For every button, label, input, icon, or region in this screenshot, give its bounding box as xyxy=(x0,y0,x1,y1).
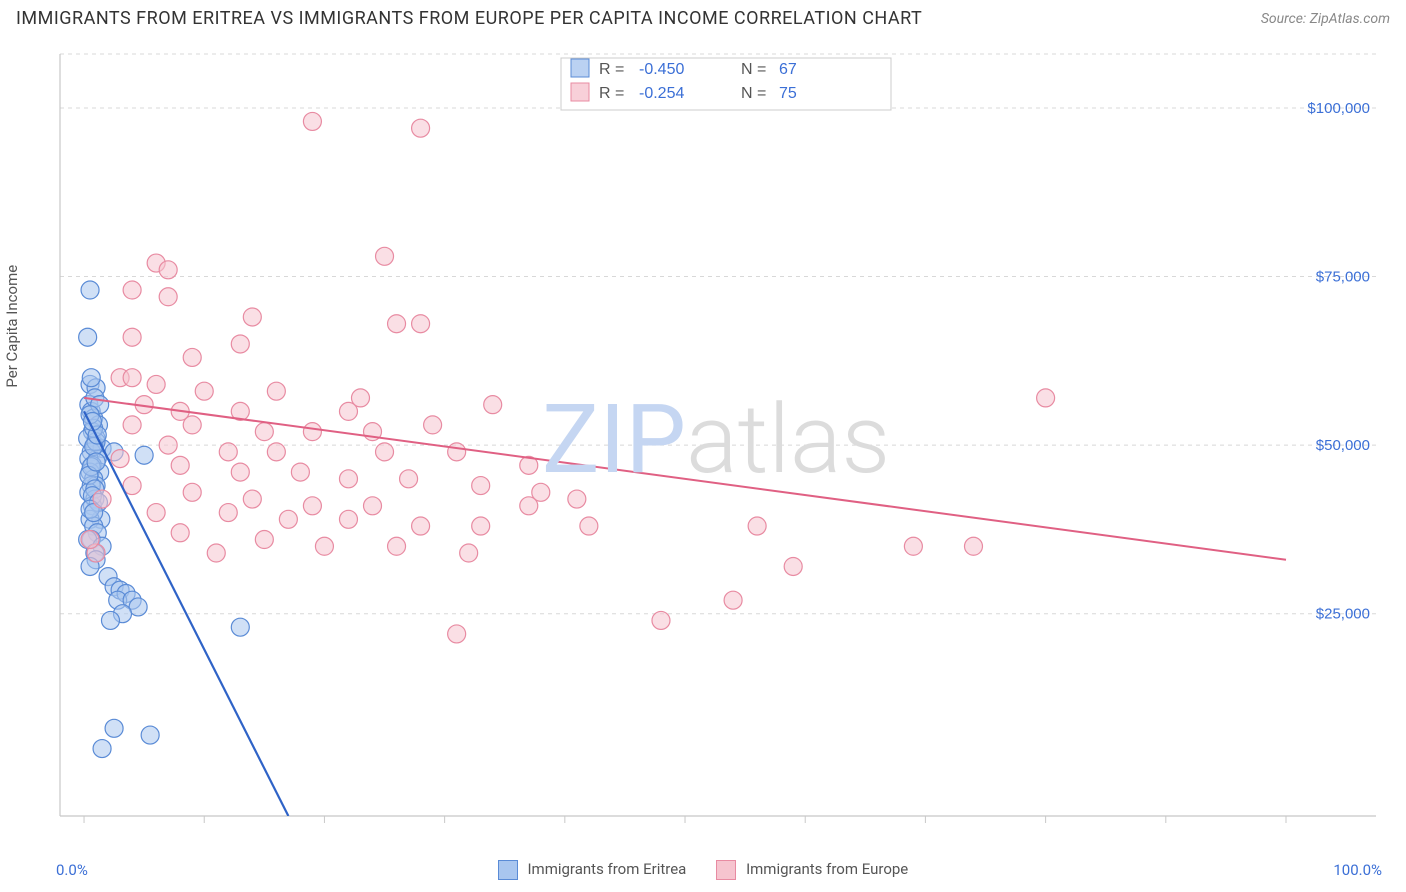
x-axis-min-label: 0.0% xyxy=(56,861,88,879)
svg-text:R =: R = xyxy=(599,85,624,102)
legend-swatch-europe xyxy=(716,860,736,880)
source-label: Source: xyxy=(1261,11,1306,27)
scatter-chart: $25,000 $50,000 $75,000 $100,000 R = -0.450 N … xyxy=(56,44,1376,836)
svg-text:$25,000: $25,000 xyxy=(1316,606,1370,623)
svg-text:$50,000: $50,000 xyxy=(1316,437,1370,454)
svg-text:$75,000: $75,000 xyxy=(1316,269,1370,286)
source-attribution: Source: ZipAtlas.com xyxy=(1261,11,1390,27)
y-axis-label: Per Capita Income xyxy=(3,265,21,388)
legend-swatch-eritrea xyxy=(498,860,518,880)
svg-text:N =: N = xyxy=(741,85,766,102)
svg-text:67: 67 xyxy=(779,61,797,78)
svg-text:N =: N = xyxy=(741,61,766,78)
legend-label-europe: Immigrants from Europe xyxy=(746,860,908,878)
svg-text:75: 75 xyxy=(779,85,797,102)
legend-item-eritrea: Immigrants from Eritrea xyxy=(498,860,687,880)
legend-item-europe: Immigrants from Europe xyxy=(716,860,908,880)
legend-label-eritrea: Immigrants from Eritrea xyxy=(527,860,686,878)
svg-text:R =: R = xyxy=(599,61,624,78)
bottom-legend: 0.0% Immigrants from Eritrea Immigrants … xyxy=(0,848,1406,892)
source-name: ZipAtlas.com xyxy=(1310,11,1390,27)
chart-title: IMMIGRANTS FROM ERITREA VS IMMIGRANTS FR… xyxy=(16,8,922,29)
svg-text:$100,000: $100,000 xyxy=(1307,100,1370,117)
svg-text:-0.450: -0.450 xyxy=(639,61,684,78)
svg-text:-0.254: -0.254 xyxy=(639,85,684,102)
x-axis-max-label: 100.0% xyxy=(1333,861,1382,879)
